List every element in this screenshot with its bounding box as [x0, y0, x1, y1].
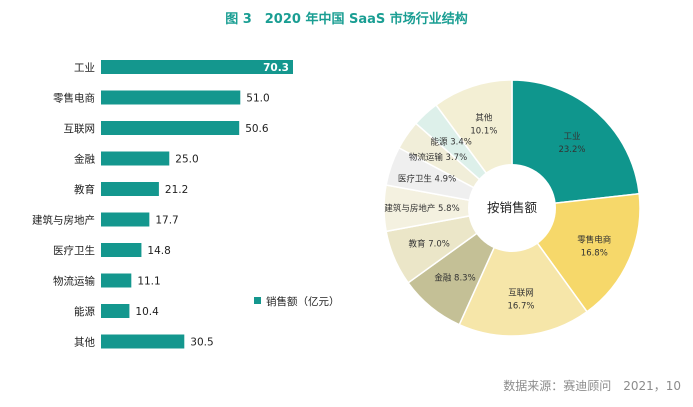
bar-value-label: 50.6	[245, 123, 269, 135]
bar	[101, 182, 159, 196]
bar-value-label: 11.1	[137, 276, 160, 288]
bar	[101, 121, 240, 135]
bar-category-label: 互联网	[64, 123, 96, 135]
bar-category-label: 金融	[74, 153, 95, 166]
donut-slice-label: 互联网 16.7%	[507, 289, 534, 312]
bar-category-label: 其他	[74, 336, 95, 349]
donut-slice-percent: 16.8%	[581, 248, 608, 258]
donut-slice-label: 能源 3.4%	[431, 137, 472, 148]
donut-slice-label: 建筑与房地产 5.8%	[384, 203, 459, 214]
donut-slice-label: 工业 23.2%	[558, 131, 585, 155]
donut-slice-percent: 16.7%	[507, 302, 534, 312]
donut-hole	[468, 164, 556, 252]
donut-slice-name: 工业	[563, 131, 580, 142]
bar-category-label: 工业	[74, 62, 95, 74]
donut-slice	[511, 79, 641, 209]
bar	[101, 151, 170, 166]
donut-slice-label: 零售电商 16.8%	[577, 234, 611, 258]
legend-swatch	[254, 297, 261, 304]
donut-slice-percent: 23.2%	[558, 145, 585, 155]
bar	[101, 304, 130, 318]
bar-category-label: 医疗卫生	[53, 244, 95, 257]
donut-center-label: 按销售额	[487, 200, 538, 215]
bar-value-label: 21.2	[165, 184, 188, 196]
bar-value-label: 14.8	[147, 245, 170, 257]
bar-value-label: 30.5	[190, 337, 213, 349]
donut-slice-name: 其他	[475, 113, 493, 124]
figure-title: 图 3 2020 年中国 SaaS 市场行业结构	[225, 12, 468, 27]
bar	[101, 60, 293, 74]
donut-slice-percent: 10.1%	[470, 127, 497, 137]
donut-slice-name: 零售电商	[577, 234, 611, 245]
donut-slice-label: 其他 10.1%	[470, 113, 497, 137]
bar	[101, 212, 150, 227]
bar	[101, 273, 132, 288]
bar	[101, 243, 142, 257]
bar-value-label: 51.0	[246, 93, 269, 105]
bar	[101, 334, 185, 349]
bar-value-label: 17.7	[155, 215, 178, 227]
legend-label: 销售额（亿元）	[266, 295, 340, 308]
donut-slice	[458, 206, 589, 337]
bar-legend: 销售额（亿元）	[254, 295, 340, 308]
bar-value-label: 10.4	[135, 306, 159, 318]
donut-slice-label: 金融 8.3%	[434, 273, 475, 284]
source-note: 数据来源：赛迪顾问 2021，10	[503, 379, 681, 393]
bar-value-label: 70.3	[263, 62, 289, 74]
bar-category-label: 建筑与房地产	[32, 214, 95, 227]
donut-slice-name: 互联网	[508, 289, 534, 299]
donut-slice-label: 医疗卫生 4.9%	[398, 173, 456, 184]
bar-category-label: 物流运输	[53, 275, 95, 288]
donut-slice-label: 物流运输 3.7%	[409, 152, 467, 163]
bar-value-label: 25.0	[175, 154, 198, 166]
bar-category-label: 零售电商	[53, 92, 95, 105]
donut-slice-label: 教育 7.0%	[409, 238, 450, 249]
bar-category-label: 能源	[74, 305, 95, 318]
bar	[101, 90, 241, 105]
bar-category-label: 教育	[74, 183, 95, 196]
